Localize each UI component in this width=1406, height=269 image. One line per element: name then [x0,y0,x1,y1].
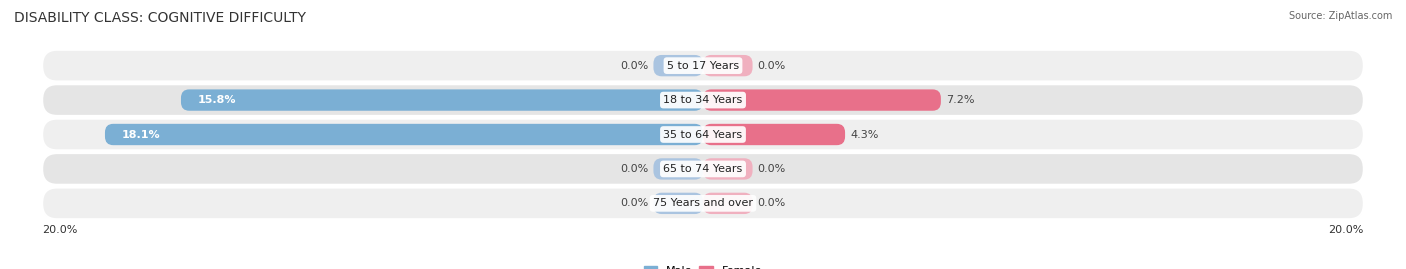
Text: 75 Years and over: 75 Years and over [652,198,754,208]
Text: DISABILITY CLASS: COGNITIVE DIFFICULTY: DISABILITY CLASS: COGNITIVE DIFFICULTY [14,11,307,25]
FancyBboxPatch shape [703,55,752,76]
Text: 0.0%: 0.0% [620,198,648,208]
Text: 5 to 17 Years: 5 to 17 Years [666,61,740,71]
FancyBboxPatch shape [703,89,941,111]
Text: 20.0%: 20.0% [1329,225,1364,235]
Text: 35 to 64 Years: 35 to 64 Years [664,129,742,140]
Text: 7.2%: 7.2% [946,95,974,105]
FancyBboxPatch shape [654,55,703,76]
Text: 18.1%: 18.1% [121,129,160,140]
FancyBboxPatch shape [42,187,1364,219]
Text: 0.0%: 0.0% [620,61,648,71]
Legend: Male, Female: Male, Female [640,261,766,269]
FancyBboxPatch shape [181,89,703,111]
Text: 65 to 74 Years: 65 to 74 Years [664,164,742,174]
Text: Source: ZipAtlas.com: Source: ZipAtlas.com [1288,11,1392,21]
Text: 4.3%: 4.3% [851,129,879,140]
FancyBboxPatch shape [42,84,1364,116]
FancyBboxPatch shape [703,193,752,214]
FancyBboxPatch shape [654,193,703,214]
Text: 0.0%: 0.0% [758,61,786,71]
Text: 20.0%: 20.0% [42,225,77,235]
Text: 18 to 34 Years: 18 to 34 Years [664,95,742,105]
FancyBboxPatch shape [42,50,1364,82]
Text: 0.0%: 0.0% [620,164,648,174]
FancyBboxPatch shape [703,158,752,180]
Text: 0.0%: 0.0% [758,164,786,174]
Text: 15.8%: 15.8% [197,95,236,105]
FancyBboxPatch shape [703,124,845,145]
FancyBboxPatch shape [105,124,703,145]
Text: 0.0%: 0.0% [758,198,786,208]
FancyBboxPatch shape [654,158,703,180]
FancyBboxPatch shape [42,119,1364,150]
FancyBboxPatch shape [42,153,1364,185]
